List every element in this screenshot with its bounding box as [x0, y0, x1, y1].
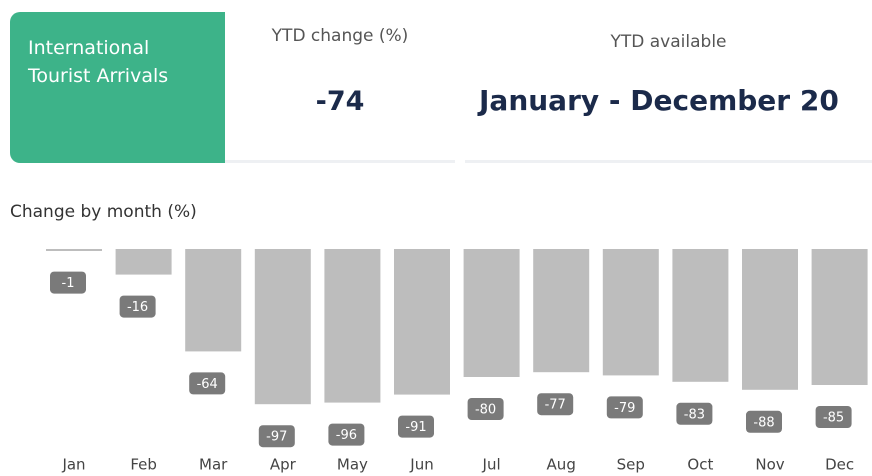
x-tick-label: Apr [270, 456, 297, 474]
indicator-name: International Tourist Arrivals [28, 37, 169, 87]
value-label-box [119, 295, 156, 318]
value-label-box [328, 423, 365, 446]
value-label: -64 [197, 377, 218, 392]
x-tick-label: Dec [825, 456, 854, 474]
value-label-box [258, 425, 295, 448]
x-tick-label: Jul [482, 456, 501, 474]
indicator-tile[interactable]: International Tourist Arrivals [10, 12, 225, 163]
bar [254, 249, 311, 405]
bar [742, 249, 798, 390]
ytd-change-tile: YTD change (%) -74 [225, 12, 455, 163]
x-tick-label: Nov [755, 456, 784, 474]
x-tick-label: Aug [547, 456, 576, 474]
bar [463, 249, 520, 377]
value-label-box [189, 372, 226, 395]
value-label-box [676, 402, 713, 425]
ytd-change-label: YTD change (%) [271, 26, 409, 46]
chart: Change by month (%) Jan -1 Feb -16 Mar -64 Apr… [10, 202, 868, 474]
value-label: -96 [336, 428, 357, 443]
value-label-box [746, 410, 782, 433]
x-tick-label: May [337, 456, 368, 474]
value-label-box [467, 398, 504, 420]
value-label: -83 [684, 407, 705, 422]
bar [394, 249, 450, 395]
value-label-box [815, 406, 852, 428]
bar [185, 249, 242, 352]
bar [602, 249, 659, 376]
x-tick-label: Jan [61, 456, 85, 474]
value-label: -91 [405, 420, 426, 435]
value-label-box [537, 393, 574, 416]
value-label: -1 [62, 276, 75, 291]
x-tick-label: Sep [617, 456, 645, 474]
ytd-available-value: January - December 20 [479, 84, 839, 117]
ytd-available-label: YTD available [610, 32, 727, 52]
value-label: -16 [127, 300, 148, 315]
ytd-available-tile: YTD available January - December 20 [465, 12, 872, 163]
value-label-box [606, 396, 643, 419]
value-label: -77 [545, 398, 566, 413]
bar [324, 249, 381, 403]
x-tick-label: Jun [409, 456, 433, 474]
value-label-box [398, 415, 434, 438]
bar [672, 249, 729, 382]
bar [46, 249, 102, 251]
x-tick-label: Feb [130, 456, 157, 474]
value-label: -80 [475, 403, 496, 418]
value-label: -88 [753, 415, 774, 430]
x-tick-label: Oct [687, 456, 713, 474]
value-label: -97 [266, 430, 287, 445]
bar [811, 249, 868, 385]
value-label-box [50, 271, 86, 294]
x-tick-label: Mar [199, 456, 228, 474]
ytd-change-value: -74 [315, 86, 365, 117]
value-label: -79 [614, 401, 635, 416]
bar [115, 249, 172, 275]
chart-title: Change by month (%) [10, 202, 197, 222]
bar [533, 249, 590, 373]
value-label: -85 [823, 411, 844, 426]
